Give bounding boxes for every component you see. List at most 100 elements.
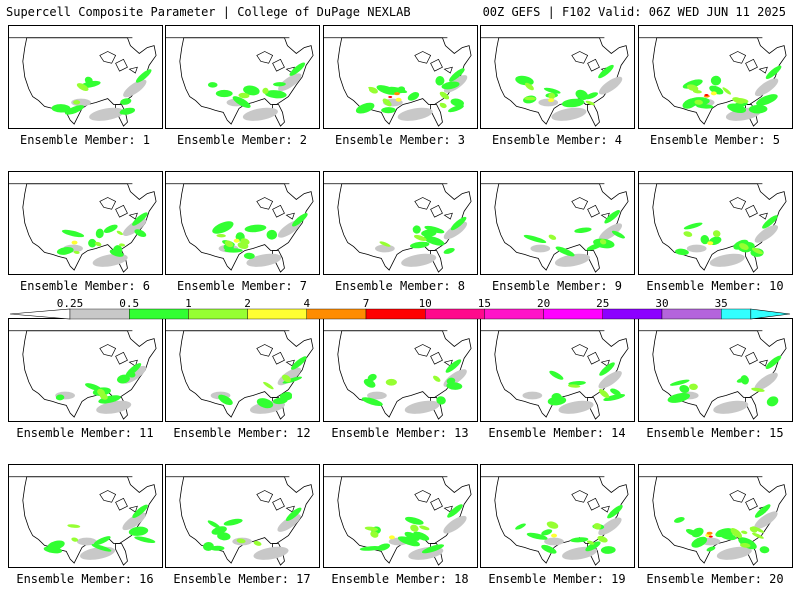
colorbar-tick-label: 25	[596, 297, 610, 310]
scp-contour	[285, 507, 302, 522]
scp-contour	[748, 104, 768, 114]
scp-contour	[706, 531, 713, 535]
scp-contour	[277, 514, 301, 532]
scp-contour	[585, 541, 601, 552]
scp-contour	[441, 81, 460, 90]
scp-contour	[88, 238, 97, 248]
scp-contour	[135, 69, 152, 83]
scp-contour	[273, 82, 286, 87]
scp-contour	[132, 212, 148, 226]
scp-contour	[689, 383, 698, 391]
scp-contour	[71, 537, 79, 542]
scp-contour	[593, 523, 602, 530]
florida-coastline	[587, 250, 600, 273]
scp-contour	[548, 98, 555, 103]
coastline	[337, 476, 472, 564]
scp-contour	[367, 373, 377, 382]
scp-contour	[224, 240, 234, 248]
scp-contour	[217, 532, 231, 541]
colorbar-segment	[602, 308, 663, 320]
scp-contour	[51, 104, 71, 113]
colorbar-segment	[188, 308, 248, 320]
scp-contour	[277, 367, 301, 386]
us-map	[639, 183, 787, 273]
great-lakes	[571, 197, 610, 220]
scp-contour	[388, 96, 393, 99]
scp-contour	[215, 89, 233, 98]
scp-contour	[379, 241, 391, 247]
ensemble-member-label: Ensemble Member: 1	[19, 133, 151, 147]
scp-contour	[439, 102, 447, 109]
scp-contour	[433, 375, 441, 382]
scp-contour	[376, 85, 397, 95]
ensemble-member-label: Ensemble Member: 2	[176, 133, 308, 147]
scp-contour	[410, 524, 419, 532]
scp-contour	[523, 234, 547, 244]
colorbar-segment	[306, 308, 367, 320]
scp-contour	[412, 225, 421, 234]
scp-contour	[754, 78, 779, 97]
scp-contour	[530, 244, 551, 253]
ensemble-map-panel	[480, 464, 635, 568]
colorbar-segment	[69, 308, 130, 320]
scp-contour	[669, 379, 690, 386]
colorbar-high-arrow	[750, 308, 791, 320]
scp-contour	[96, 400, 132, 414]
colorbar-segment	[721, 308, 752, 320]
scp-contour	[223, 518, 243, 526]
scp-contour	[716, 546, 752, 560]
scp-contour	[397, 107, 433, 121]
coastline	[179, 476, 314, 564]
great-lakes	[99, 197, 138, 220]
colorbar-tick-label: 0.5	[119, 297, 140, 310]
scp-contour	[704, 94, 709, 97]
ensemble-map-panel	[323, 25, 478, 129]
scp-contour	[585, 92, 598, 100]
scp-contour	[551, 107, 587, 121]
ensemble-map-panel	[323, 318, 478, 422]
scp-contour	[585, 100, 595, 106]
ensemble-map-panel	[638, 318, 793, 422]
scp-contour	[598, 389, 610, 399]
us-map	[481, 330, 629, 420]
scp-contour	[710, 75, 722, 86]
scp-contour	[405, 516, 424, 525]
great-lakes	[729, 51, 768, 74]
map-title: Supercell Composite Parameter | College …	[6, 5, 411, 19]
scp-contour	[450, 216, 467, 231]
ensemble-member-label: Ensemble Member: 8	[334, 279, 466, 293]
ensemble-member-label: Ensemble Member: 12	[173, 426, 311, 440]
scp-contour	[359, 546, 383, 551]
scp-contour	[116, 374, 130, 384]
great-lakes	[99, 490, 138, 513]
scp-contour	[685, 529, 699, 537]
scp-contour	[570, 99, 579, 105]
colorbar-segment	[425, 308, 485, 320]
ensemble-map-panel	[638, 464, 793, 568]
scp-contour	[93, 536, 111, 546]
scp-contour	[244, 224, 267, 233]
ensemble-member-label: Ensemble Member: 14	[488, 426, 626, 440]
scp-contour	[212, 221, 234, 234]
scp-contour	[673, 517, 685, 523]
scp-contour	[98, 395, 121, 404]
scp-contour	[751, 387, 765, 392]
us-map	[324, 330, 472, 420]
coastline	[22, 183, 157, 271]
scp-contour	[242, 107, 278, 121]
scp-contour	[445, 359, 462, 373]
great-lakes	[256, 51, 295, 74]
scp-contour	[603, 393, 626, 402]
scp-contour	[207, 520, 221, 529]
ensemble-member-label: Ensemble Member: 4	[491, 133, 623, 147]
scp-contour	[264, 90, 287, 99]
scp-contour	[55, 394, 65, 401]
us-map	[166, 183, 314, 273]
scp-contour	[67, 524, 81, 528]
florida-coastline	[430, 104, 443, 127]
scp-contour	[443, 247, 455, 254]
scp-contour	[541, 544, 557, 554]
scp-contour	[765, 65, 782, 79]
scp-contour	[686, 244, 707, 253]
scp-contour	[574, 227, 592, 233]
